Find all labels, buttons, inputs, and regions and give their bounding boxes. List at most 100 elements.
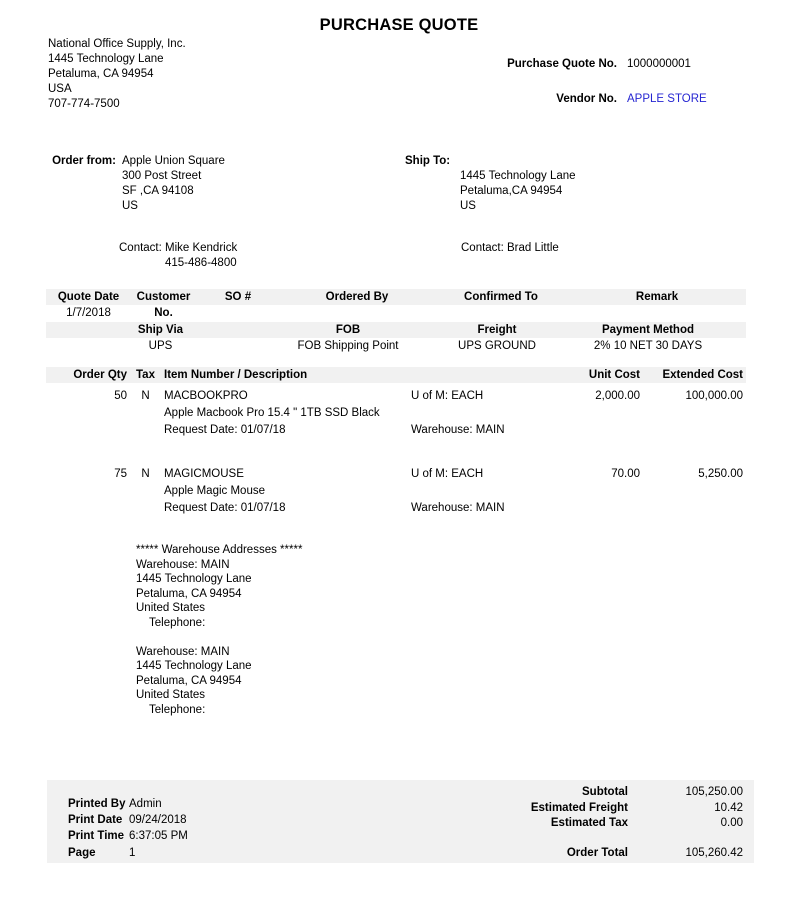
ship-to-address: 1445 Technology Lane Petaluma,CA 94954 U… — [460, 169, 576, 214]
quote-info-header-row: Quote Date Customer No. SO # Ordered By … — [46, 289, 746, 319]
header-ship-via: Ship Via — [137, 324, 184, 336]
item-number: MAGICMOUSE — [164, 468, 244, 480]
totals-block: Subtotal 105,250.00 Estimated Freight 10… — [373, 785, 743, 861]
value-customer-no — [131, 305, 196, 322]
ship-to-line-3: US — [460, 200, 476, 212]
warehouse-address-1: 1445 Technology Lane — [136, 660, 252, 673]
contact-name: Mike Kendrick — [165, 242, 238, 254]
header-customer-no: Customer No. — [136, 291, 191, 319]
item-extended-cost: 100,000.00 — [685, 390, 743, 402]
page-title: PURCHASE QUOTE — [319, 16, 479, 34]
ship-to-line-2: Petaluma,CA 94954 — [460, 185, 563, 197]
header-fob: FOB — [335, 324, 361, 336]
order-total-row: Order Total 105,260.42 — [373, 846, 743, 862]
contact-name: Brad Little — [507, 242, 559, 254]
value-fob: FOB Shipping Point — [297, 340, 399, 352]
item-main-line: 50 N MACBOOKPRO U of M: EACH 2,000.00 10… — [46, 388, 746, 405]
order-from-line-4: US — [122, 200, 138, 212]
warehouse-address-2: Petaluma, CA 94954 — [136, 674, 242, 687]
value-so-no — [196, 305, 280, 322]
estimated-tax-row: Estimated Tax 0.00 — [373, 816, 743, 832]
value-ship-via: UPS — [148, 340, 173, 352]
subtotal-value: 105,250.00 — [685, 786, 743, 798]
ship-to-label: Ship To: — [405, 155, 451, 167]
header-confirmed-to: Confirmed To — [464, 291, 538, 303]
warehouse-heading: ***** Warehouse Addresses ***** — [136, 544, 303, 556]
value-ordered-by — [280, 305, 434, 322]
item-qty: 50 — [114, 390, 127, 402]
order-from-line-3: SF ,CA 94108 — [122, 185, 194, 197]
header-uom-spacer — [411, 367, 541, 383]
ship-to-contact: Contact: Brad Little — [461, 241, 559, 256]
header-unit-cost: Unit Cost — [588, 369, 640, 381]
company-country: USA — [48, 83, 72, 95]
order-from-label: Order from: — [52, 155, 116, 167]
warehouse-block-2: Warehouse: MAIN 1445 Technology Lane Pet… — [136, 645, 302, 718]
warehouse-telephone-label: Telephone: — [149, 616, 206, 629]
item-unit-cost: 70.00 — [611, 468, 640, 480]
warehouse-address-1: 1445 Technology Lane — [136, 573, 252, 586]
item-request-date: Request Date: 01/07/18 — [164, 502, 286, 514]
item-warehouse: Warehouse: MAIN — [411, 424, 505, 436]
subtotal-row: Subtotal 105,250.00 — [373, 785, 743, 801]
item-uom: U of M: EACH — [411, 468, 484, 480]
company-address-line-2: Petaluma, CA 94954 — [48, 68, 154, 80]
warehouse-name: Warehouse: MAIN — [136, 558, 230, 571]
contact-phone: 415-486-4800 — [165, 257, 237, 269]
vendor-no-row: Vendor No. APPLE STORE — [400, 92, 755, 107]
line-items-table: Order Qty Tax Item Number / Description … — [46, 367, 746, 517]
quote-info-table: Quote Date Customer No. SO # Ordered By … — [46, 289, 746, 322]
company-address-block: National Office Supply, Inc. 1445 Techno… — [48, 37, 186, 112]
purchase-quote-no-label: Purchase Quote No. — [507, 58, 617, 70]
header-ordered-by: Ordered By — [325, 291, 389, 303]
company-phone: 707-774-7500 — [48, 98, 120, 110]
page-label: Page — [68, 846, 96, 859]
value-remark — [568, 305, 746, 322]
item-tax: N — [141, 468, 150, 480]
warehouse-telephone-label: Telephone: — [149, 703, 206, 716]
value-confirmed-to — [434, 305, 568, 322]
item-detail-line: Request Date: 01/07/18 Warehouse: MAIN — [46, 422, 746, 439]
print-time-value: 6:37:05 PM — [129, 830, 188, 843]
estimated-tax-label: Estimated Tax — [550, 817, 628, 830]
purchase-quote-no-row: Purchase Quote No. 1000000001 — [400, 57, 755, 72]
order-from-line-1: Apple Union Square — [122, 155, 225, 167]
order-from-contact: Contact: Mike Kendrick 415-486-4800 — [119, 241, 237, 271]
estimated-tax-value: 0.00 — [720, 817, 743, 830]
ship-to-line-1: 1445 Technology Lane — [460, 170, 576, 182]
shipping-header-row: Ship Via FOB Freight Payment Method — [46, 322, 746, 338]
item-main-line: 75 N MAGICMOUSE U of M: EACH 70.00 5,250… — [46, 466, 746, 483]
item-qty: 75 — [114, 468, 127, 480]
header-filler — [723, 322, 746, 338]
item-number: MACBOOKPRO — [164, 390, 248, 402]
vendor-no-value: APPLE STORE — [627, 93, 707, 105]
header-quote-date: Quote Date — [57, 291, 120, 303]
contact-spacer — [119, 256, 161, 271]
items-header-row: Order Qty Tax Item Number / Description … — [46, 367, 746, 383]
item-description: Apple Magic Mouse — [164, 485, 265, 497]
printed-by-value: Admin — [129, 798, 162, 810]
contact-label: Contact: — [119, 242, 162, 254]
quote-info-value-row: 1/7/2018 — [46, 305, 746, 322]
printed-by-label: Printed By — [68, 798, 126, 810]
warehouse-country: United States — [136, 602, 206, 615]
order-total-label: Order Total — [566, 846, 628, 859]
item-extended-cost: 5,250.00 — [698, 468, 743, 480]
print-info-block: Printed By Admin Print Date 09/24/2018 P… — [68, 796, 188, 861]
order-from-line-2: 300 Post Street — [122, 170, 202, 182]
vendor-no-label: Vendor No. — [556, 93, 617, 105]
warehouse-address-2: Petaluma, CA 94954 — [136, 587, 242, 600]
value-payment-method: 2% 10 NET 30 DAYS — [593, 340, 703, 352]
item-uom: U of M: EACH — [411, 390, 484, 402]
subtotal-label: Subtotal — [582, 786, 628, 798]
value-filler — [723, 338, 746, 355]
estimated-freight-value: 10.42 — [714, 801, 743, 814]
header-payment-method: Payment Method — [601, 324, 694, 336]
ship-to-block: Ship To: 1445 Technology Lane Petaluma,C… — [405, 154, 576, 214]
order-from-block: Order from: Apple Union Square 300 Post … — [48, 154, 225, 214]
warehouse-block-1: Warehouse: MAIN 1445 Technology Lane Pet… — [136, 558, 302, 631]
header-item-description: Item Number / Description — [164, 369, 308, 381]
header-so-no: SO # — [224, 291, 252, 303]
item-detail-line: Request Date: 01/07/18 Warehouse: MAIN — [46, 500, 746, 517]
